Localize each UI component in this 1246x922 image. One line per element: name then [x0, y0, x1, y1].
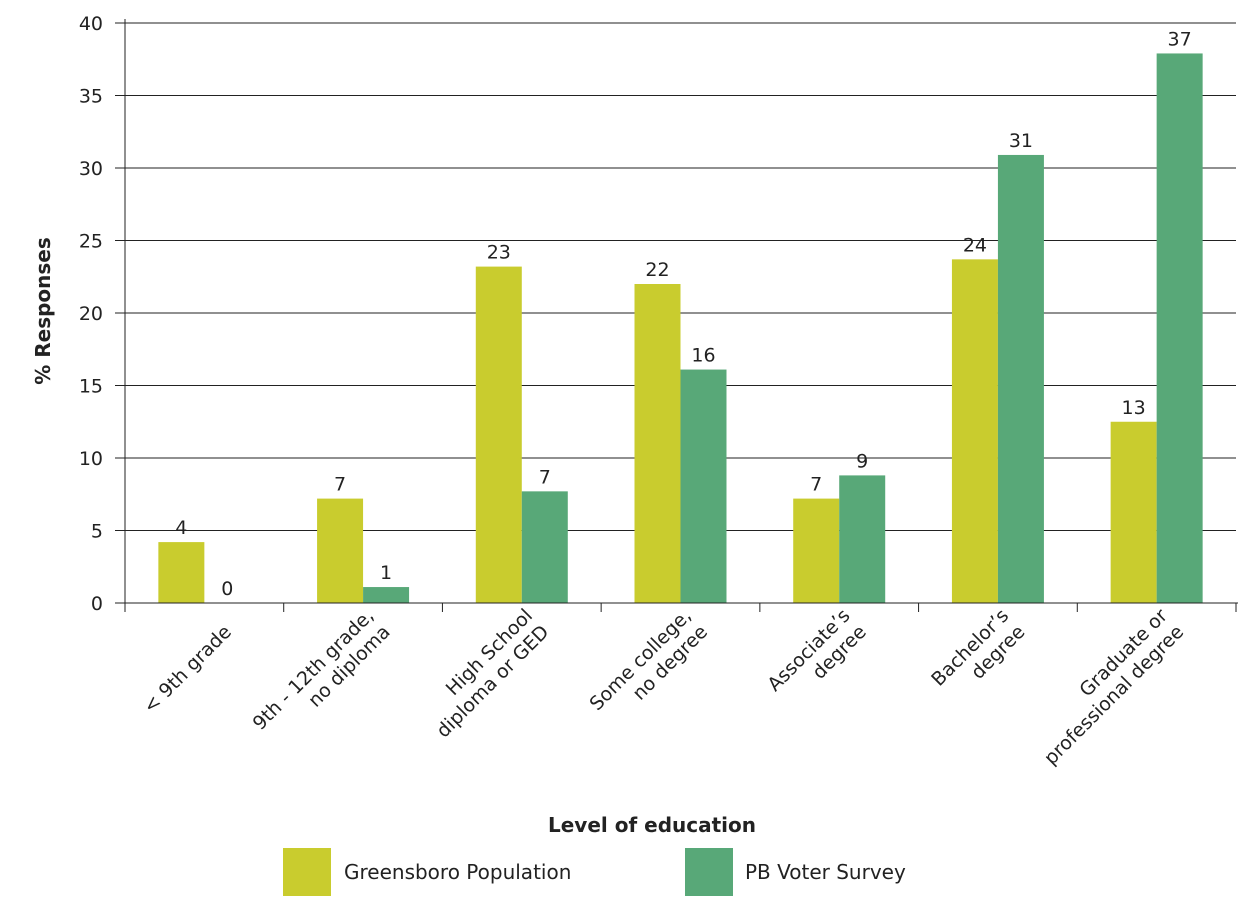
bar-pb-voter-survey	[839, 475, 886, 603]
data-labels: 4 0 7 1 23 7 22 16 7 9 24 31 13 37	[175, 28, 1191, 600]
bar-pb-voter-survey	[680, 369, 727, 603]
legend: Greensboro Population PB Voter Survey	[283, 848, 906, 896]
y-tick-label: 20	[79, 303, 103, 325]
y-tick-label: 5	[91, 521, 103, 543]
bar-greensboro-population	[793, 498, 840, 603]
bar-pb-voter-survey	[521, 491, 568, 603]
data-label: 22	[645, 259, 669, 281]
x-category-label-line: professional degree	[1040, 621, 1188, 769]
x-category-label-line: < 9th grade	[139, 621, 236, 718]
bar-greensboro-population	[475, 266, 522, 603]
y-tick-label: 25	[79, 231, 103, 253]
x-axis-title: Level of education	[548, 813, 756, 837]
x-category-label: Some college,no degree	[585, 605, 712, 715]
y-axis-ticks: 0 5 10 15 20 25 30 35 40	[79, 13, 103, 615]
y-axis-title: % Responses	[31, 237, 55, 385]
legend-swatch-greensboro-population	[283, 848, 331, 896]
data-label: 7	[539, 466, 551, 488]
bar-greensboro-population	[951, 259, 998, 603]
axes	[115, 19, 1238, 612]
legend-label-pb-voter-survey: PB Voter Survey	[745, 860, 906, 884]
bar-pb-voter-survey	[1156, 53, 1203, 603]
data-label: 16	[691, 345, 715, 367]
data-label: 7	[334, 474, 346, 496]
bars	[158, 53, 1203, 603]
bar-pb-voter-survey	[997, 154, 1044, 603]
data-label: 31	[1009, 130, 1033, 152]
bar-greensboro-population	[1110, 421, 1157, 603]
x-axis-category-labels: < 9th grade 9th - 12th grade,no diploma Hi…	[139, 605, 1188, 770]
data-label: 7	[810, 474, 822, 496]
legend-label-greensboro-population: Greensboro Population	[344, 860, 571, 884]
y-tick-label: 10	[79, 448, 103, 470]
x-category-label: 9th - 12th grade,no diploma	[249, 605, 395, 735]
data-label: 4	[175, 517, 187, 539]
y-tick-label: 35	[79, 86, 103, 108]
data-label: 23	[487, 242, 511, 264]
bar-pb-voter-survey	[363, 587, 410, 603]
bar-greensboro-population	[317, 498, 364, 603]
legend-swatch-pb-voter-survey	[685, 848, 733, 896]
data-label: 1	[380, 562, 392, 584]
y-tick-label: 0	[91, 593, 103, 615]
y-tick-label: 40	[79, 13, 103, 35]
data-label: 0	[221, 578, 233, 600]
y-tick-label: 15	[79, 376, 103, 398]
x-category-label: < 9th grade	[139, 621, 236, 718]
data-label: 37	[1168, 28, 1192, 50]
data-label: 24	[963, 234, 987, 256]
data-label: 9	[856, 450, 868, 472]
bar-greensboro-population	[158, 542, 205, 603]
y-tick-label: 30	[79, 158, 103, 180]
data-label: 13	[1122, 397, 1146, 419]
bar-greensboro-population	[634, 284, 681, 603]
